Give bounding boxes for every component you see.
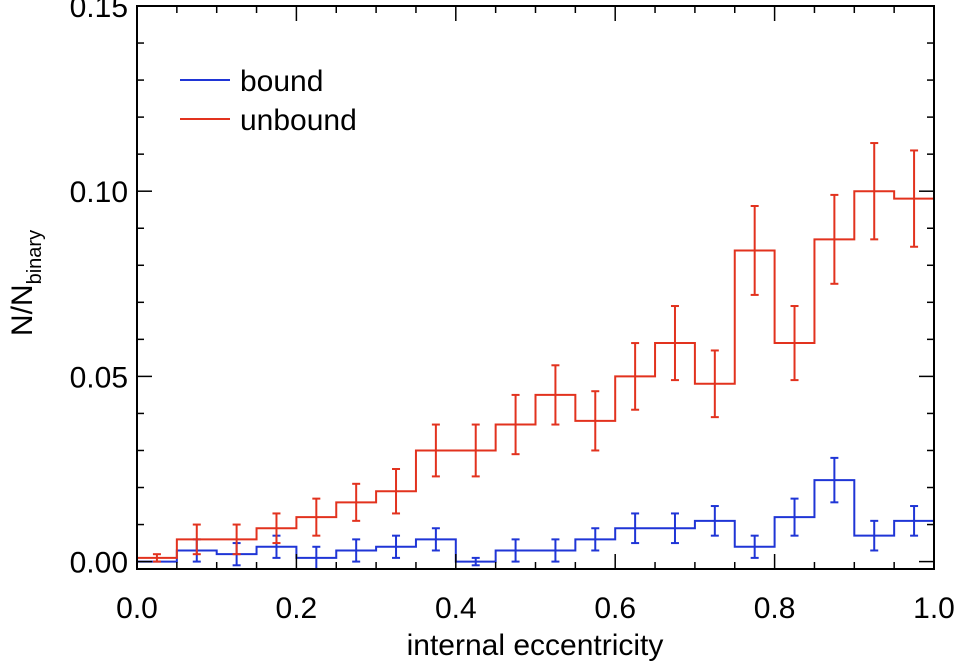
y-axis-label-subscript: binary <box>24 230 46 284</box>
error-bar-bound <box>471 556 480 567</box>
error-bar-unbound <box>790 305 799 382</box>
x-tick-label: 0.0 <box>116 592 158 625</box>
error-bar-bound <box>750 534 759 559</box>
error-bar-bound <box>790 497 799 537</box>
y-tick-label: 0.15 <box>70 0 128 24</box>
error-bar-unbound <box>670 305 679 382</box>
error-bar-unbound <box>870 142 879 241</box>
x-axis-label: internal eccentricity <box>407 629 664 662</box>
error-bar-bound <box>392 534 401 559</box>
x-tick-label: 1.0 <box>913 592 955 625</box>
error-bar-bound <box>710 505 719 537</box>
error-bar-unbound <box>511 393 520 456</box>
error-bar-unbound <box>591 390 600 452</box>
error-bar-bound <box>631 512 640 545</box>
y-axis-label-main: N/N <box>6 284 39 336</box>
error-bar-unbound <box>352 482 361 522</box>
error-bar-unbound <box>910 149 919 248</box>
error-bar-bound <box>352 538 361 563</box>
series-layer <box>137 142 935 569</box>
error-bar-bound <box>670 512 679 545</box>
error-bar-unbound <box>830 193 839 285</box>
error-bar-unbound <box>232 523 241 556</box>
x-tick-label: 0.6 <box>594 592 636 625</box>
error-bar-bound <box>511 538 520 563</box>
error-bar-unbound <box>272 512 281 545</box>
error-bar-unbound <box>431 423 440 478</box>
error-bar-unbound <box>631 342 640 411</box>
legend: bound unbound <box>180 65 357 137</box>
error-bar-unbound <box>750 205 759 296</box>
y-tick-label: 0.10 <box>70 176 128 209</box>
x-tick-label: 0.8 <box>754 592 796 625</box>
step-line-unbound <box>137 190 935 569</box>
error-bar-bound <box>830 456 839 504</box>
y-axis-label: N/Nbinary <box>6 230 46 336</box>
error-bar-bound <box>312 545 321 569</box>
error-bar-bound <box>551 538 560 563</box>
error-bar-bound <box>870 519 879 552</box>
error-bar-unbound <box>392 467 401 515</box>
legend-label-bound: bound <box>240 65 323 98</box>
y-tick-label: 0.00 <box>70 547 128 580</box>
tick-layer: 0.0 0.2 0.4 0.6 0.8 1.0 0.00 0.05 0.10 0.15 <box>70 0 955 625</box>
step-line-bound <box>137 479 935 569</box>
error-bar-unbound <box>192 523 201 556</box>
series-bound <box>137 456 935 569</box>
legend-label-unbound: unbound <box>240 104 357 137</box>
x-tick-label: 0.4 <box>435 592 477 625</box>
series-unbound <box>137 142 935 569</box>
y-tick-label: 0.05 <box>70 361 128 394</box>
error-bar-unbound <box>551 364 560 426</box>
error-bar-bound <box>910 505 919 537</box>
error-bar-unbound <box>710 349 719 419</box>
error-bar-unbound <box>152 553 161 563</box>
error-bar-unbound <box>471 423 480 478</box>
error-bar-bound <box>591 527 600 552</box>
x-tick-label: 0.2 <box>276 592 318 625</box>
error-bar-unbound <box>312 497 321 537</box>
error-bar-bound <box>431 527 440 552</box>
